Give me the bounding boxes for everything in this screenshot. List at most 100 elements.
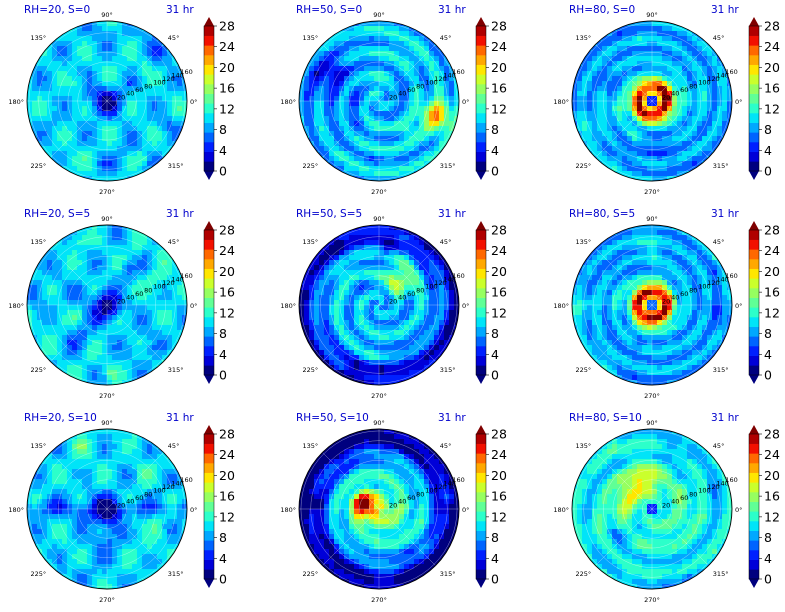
field-cell <box>662 91 668 97</box>
field-cell <box>167 106 173 112</box>
field-cell <box>697 101 703 107</box>
field-cell <box>87 365 93 371</box>
field-cell <box>607 275 613 281</box>
field-cell <box>677 81 683 87</box>
field-cell <box>182 81 187 87</box>
field-cell <box>389 166 395 172</box>
field-cell <box>687 250 693 256</box>
field-cell <box>142 300 148 306</box>
field-cell <box>434 121 440 127</box>
field-cell <box>127 136 133 142</box>
field-cell <box>42 350 48 356</box>
field-cell <box>132 31 138 37</box>
field-cell <box>319 295 325 301</box>
field-cell <box>359 235 365 241</box>
field-cell <box>334 265 340 271</box>
field-cell <box>632 101 638 107</box>
field-cell <box>47 56 53 62</box>
field-cell <box>687 126 693 132</box>
field-cell <box>592 106 598 112</box>
field-cell <box>112 235 118 241</box>
field-cell <box>117 270 123 276</box>
field-cell <box>404 290 410 296</box>
field-cell <box>602 56 608 62</box>
field-cell <box>82 360 88 366</box>
field-cell <box>672 255 678 261</box>
field-cell <box>132 66 138 72</box>
field-cell <box>102 61 108 67</box>
field-cell <box>404 166 410 172</box>
field-cell <box>122 151 128 157</box>
field-cell <box>97 320 103 326</box>
field-cell <box>439 81 445 87</box>
field-cell <box>444 66 450 72</box>
field-cell <box>334 71 340 77</box>
field-cell <box>97 111 103 117</box>
field-cell <box>607 285 613 291</box>
field-cell <box>692 61 698 67</box>
field-cell <box>72 305 78 311</box>
field-cell <box>627 245 633 251</box>
field-cell <box>379 46 385 52</box>
field-cell <box>617 141 623 147</box>
field-cell <box>147 240 153 246</box>
field-cell <box>349 265 355 271</box>
field-cell <box>62 101 68 107</box>
field-cell <box>637 260 643 266</box>
field-cell <box>162 81 168 87</box>
field-cell <box>627 166 633 172</box>
field-cell <box>652 230 658 236</box>
field-cell <box>82 305 88 311</box>
field-cell <box>657 285 663 291</box>
field-cell <box>172 111 178 117</box>
field-cell <box>622 265 628 271</box>
field-cell <box>434 295 440 301</box>
field-cell <box>404 280 410 286</box>
field-cell <box>647 46 653 52</box>
field-cell <box>32 330 38 336</box>
field-cell <box>399 96 405 102</box>
field-cell <box>379 26 385 32</box>
radial-tick-label: 60 <box>407 86 415 94</box>
field-cell <box>682 71 688 77</box>
field-cell <box>414 260 420 266</box>
field-cell <box>384 141 390 147</box>
field-cell <box>72 51 78 57</box>
field-cell <box>369 141 375 147</box>
field-cell <box>662 66 668 72</box>
field-cell <box>642 230 648 236</box>
field-cell <box>359 260 365 266</box>
field-cell <box>349 360 355 366</box>
field-cell <box>662 260 668 266</box>
field-cell <box>77 260 83 266</box>
field-cell <box>637 270 643 276</box>
field-cell <box>612 270 618 276</box>
field-cell <box>667 86 673 92</box>
field-cell <box>177 106 183 112</box>
field-cell <box>112 61 118 67</box>
colorbar-segment <box>476 307 486 318</box>
field-cell <box>172 290 178 296</box>
field-cell <box>37 131 43 137</box>
field-cell <box>642 76 648 82</box>
field-cell <box>404 375 410 381</box>
field-cell <box>117 240 123 246</box>
field-cell <box>692 81 698 87</box>
field-cell <box>52 111 58 117</box>
field-cell <box>32 106 38 112</box>
field-cell <box>647 141 653 147</box>
colorbar-segment <box>476 355 486 366</box>
field-cell <box>329 66 335 72</box>
field-cell <box>157 146 163 152</box>
field-cell <box>374 290 380 296</box>
field-cell <box>349 76 355 82</box>
field-cell <box>349 340 355 346</box>
field-cell <box>364 310 370 316</box>
field-cell <box>364 81 370 87</box>
field-cell <box>172 270 178 276</box>
field-cell <box>429 350 435 356</box>
field-cell <box>349 375 355 381</box>
field-cell <box>657 136 663 142</box>
field-cell <box>632 156 638 162</box>
field-cell <box>354 335 360 341</box>
